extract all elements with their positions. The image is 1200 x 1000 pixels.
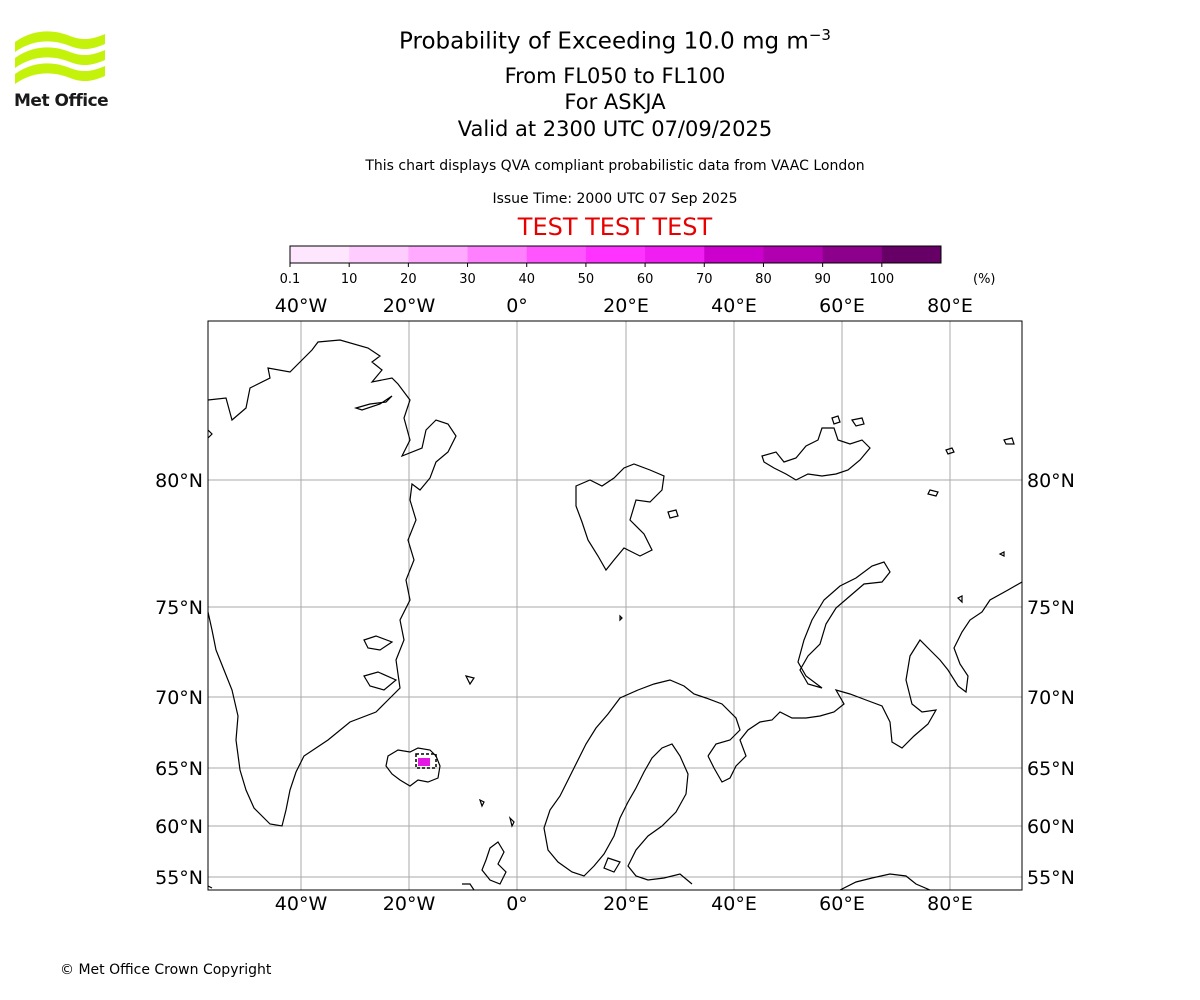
latitude-labels-left: 80°N 75°N 70°N 65°N 60°N 55°N [155, 470, 203, 889]
colorbar-segment [526, 246, 587, 263]
colorbar-segment [763, 246, 824, 263]
issue-time: Issue Time: 2000 UTC 07 Sep 2025 [492, 191, 738, 207]
latitude-label: 70°N [155, 687, 203, 709]
longitude-label: 60°E [819, 893, 865, 915]
title-superscript: −3 [808, 26, 831, 44]
latitude-label: 75°N [155, 597, 203, 619]
latitude-label: 60°N [1027, 816, 1075, 838]
chart-title: Probability of Exceeding 10.0 mg m−3 [0, 26, 1200, 55]
title-main: Probability of Exceeding 10.0 mg m [399, 28, 809, 55]
colorbar-segment [290, 246, 350, 263]
scandinavia-coast [543, 679, 741, 885]
met-office-wave-logo [15, 31, 105, 84]
longitude-label: 20°W [383, 295, 436, 317]
colorbar-tick-label: 30 [459, 272, 476, 287]
latitude-label: 70°N [1027, 687, 1075, 709]
latitude-label: 75°N [1027, 597, 1075, 619]
latitude-label: 55°N [155, 867, 203, 889]
gridlines [208, 321, 1022, 890]
map-area [207, 320, 1023, 891]
colorbar-segment [467, 246, 528, 263]
longitude-label: 20°W [383, 893, 436, 915]
colorbar-segment [881, 246, 942, 263]
colorbar-tick-label: 40 [518, 272, 535, 287]
russia-coast [707, 581, 1023, 783]
latitude-label: 60°N [155, 816, 203, 838]
latitude-labels-right: 80°N 75°N 70°N 65°N 60°N 55°N [1027, 470, 1075, 889]
colorbar-segment [645, 246, 705, 263]
colorbar-tick-label: 60 [637, 272, 654, 287]
latitude-label: 65°N [1027, 758, 1075, 780]
map-frame [207, 320, 1023, 891]
coastlines [207, 339, 1023, 891]
latitude-label: 55°N [1027, 867, 1075, 889]
longitude-label: 20°E [603, 295, 649, 317]
longitude-label: 40°E [711, 295, 757, 317]
colorbar-segment [822, 246, 883, 263]
longitude-label: 80°E [927, 295, 973, 317]
latitude-label: 80°N [1027, 470, 1075, 492]
novaya-zemlya-coast [797, 561, 891, 689]
iceland-coast [385, 747, 441, 787]
colorbar-tick-label: 90 [814, 272, 831, 287]
latitude-label: 65°N [155, 758, 203, 780]
longitude-label: 0° [506, 893, 528, 915]
colorbar-segment [585, 246, 646, 263]
volcano-name: For ASKJA [564, 90, 666, 114]
colorbar-unit: (%) [973, 272, 996, 287]
valid-time: Valid at 2300 UTC 07/09/2025 [457, 117, 773, 141]
description-text: This chart displays QVA compliant probab… [365, 158, 865, 174]
longitude-labels-top: 40°W 20°W 0° 20°E 40°E 60°E 80°E [275, 295, 973, 317]
longitude-label: 40°W [275, 295, 328, 317]
colorbar-segment [704, 246, 764, 263]
greenland-coast [207, 339, 457, 827]
colorbar-tick-label: 100 [869, 272, 894, 287]
colorbar: 0.1 10 20 30 40 50 60 70 80 90 100 (%) [280, 245, 996, 287]
ash-probability-patch [415, 753, 437, 769]
svalbard-coast [575, 463, 665, 572]
colorbar-tick-label: 10 [341, 272, 358, 287]
colorbar-tick-label: 50 [578, 272, 595, 287]
flight-level-range: From FL050 to FL100 [504, 64, 726, 88]
longitude-label: 40°E [711, 893, 757, 915]
colorbar-tick-label: 0.1 [280, 272, 301, 287]
colorbar-tick-label: 20 [400, 272, 417, 287]
longitude-label: 20°E [603, 893, 649, 915]
longitude-label: 40°W [275, 893, 328, 915]
longitude-labels-bottom: 40°W 20°W 0° 20°E 40°E 60°E 80°E [275, 893, 973, 915]
copyright-notice: © Met Office Crown Copyright [60, 962, 272, 978]
colorbar-segment [408, 246, 469, 263]
longitude-label: 0° [506, 295, 528, 317]
longitude-label: 60°E [819, 295, 865, 317]
latitude-label: 80°N [155, 470, 203, 492]
colorbar-tick-label: 70 [696, 272, 713, 287]
test-banner: TEST TEST TEST [517, 213, 713, 241]
british-isles-coast [481, 841, 507, 885]
longitude-label: 80°E [927, 893, 973, 915]
colorbar-tick-label: 80 [755, 272, 772, 287]
colorbar-segment [349, 246, 409, 263]
met-office-logo-text: Met Office [14, 91, 109, 111]
